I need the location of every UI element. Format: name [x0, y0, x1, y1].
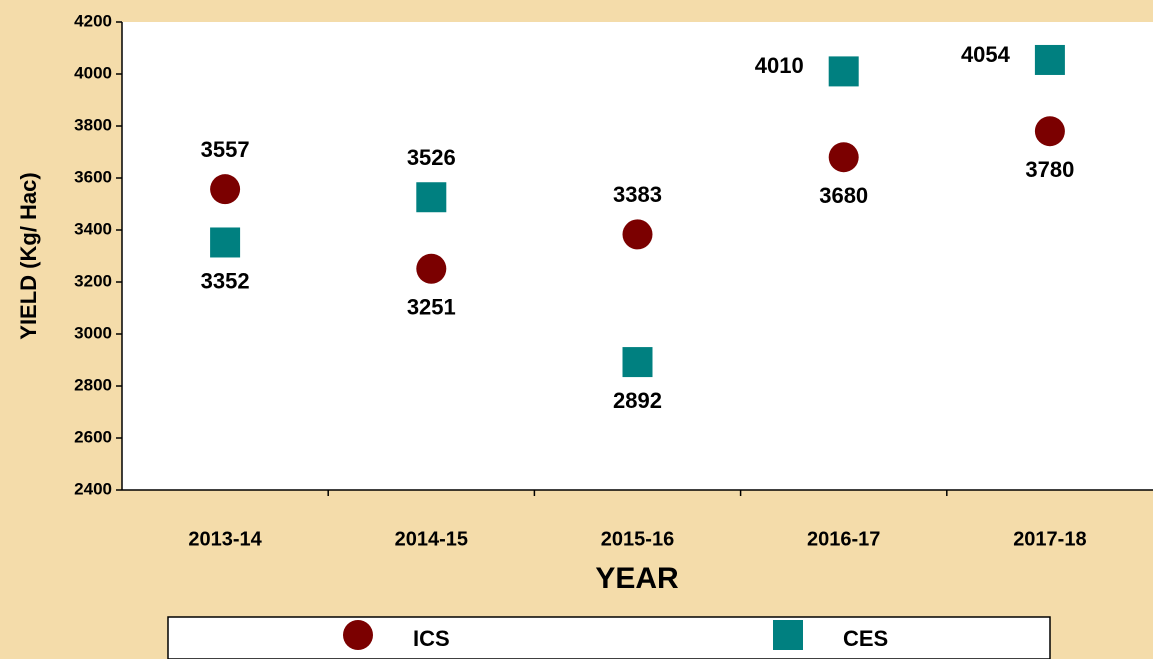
legend-marker: [773, 620, 803, 650]
data-label: 3383: [613, 182, 662, 207]
y-tick-label: 4000: [74, 63, 112, 82]
data-label: 3352: [201, 268, 250, 293]
data-point: [210, 227, 241, 258]
y-axis-label: YIELD (Kg/ Hac): [16, 172, 41, 339]
data-label: 4054: [961, 42, 1011, 67]
y-tick-label: 2800: [74, 375, 112, 394]
data-label: 3680: [819, 183, 868, 208]
data-point: [416, 182, 447, 213]
data-point: [828, 56, 859, 87]
data-point: [416, 253, 447, 284]
data-point: [828, 142, 859, 173]
y-tick-label: 4200: [74, 11, 112, 30]
x-tick-label: 2015-16: [601, 528, 674, 550]
y-tick-label: 3400: [74, 219, 112, 238]
data-label: 3526: [407, 145, 456, 170]
legend-marker: [343, 620, 373, 650]
data-point: [1034, 116, 1065, 147]
data-label: 3557: [201, 137, 250, 162]
data-point: [210, 174, 241, 205]
data-point: [622, 347, 653, 378]
y-tick-label: 2400: [74, 479, 112, 498]
x-tick-label: 2016-17: [807, 528, 880, 550]
legend-label: ICS: [413, 626, 450, 651]
x-tick-label: 2017-18: [1013, 528, 1086, 550]
data-point: [1034, 44, 1065, 75]
data-label: 2892: [613, 388, 662, 413]
data-label: 3780: [1025, 157, 1074, 182]
x-axis-label: YEAR: [595, 562, 679, 595]
x-tick-label: 2014-15: [395, 528, 468, 550]
y-tick-label: 3000: [74, 323, 112, 342]
y-tick-label: 3600: [74, 167, 112, 186]
plot-area: [122, 22, 1153, 490]
y-tick-label: 2600: [74, 427, 112, 446]
legend: [167, 616, 1051, 659]
y-tick-label: 3800: [74, 115, 112, 134]
x-tick-label: 2013-14: [188, 528, 262, 550]
y-tick-label: 3200: [74, 271, 112, 290]
data-label: 3251: [407, 295, 456, 320]
data-point: [622, 219, 653, 250]
legend-label: CES: [843, 626, 888, 651]
data-label: 4010: [755, 53, 804, 78]
